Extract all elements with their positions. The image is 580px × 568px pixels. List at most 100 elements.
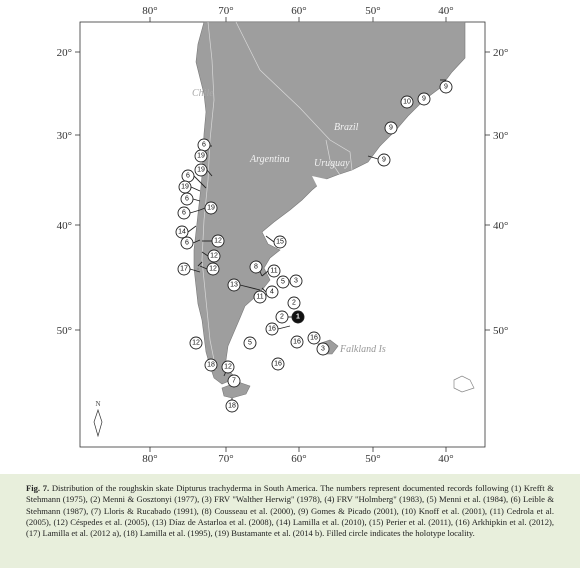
lon-label-80-bottom: 80° — [142, 453, 157, 465]
svg-text:2: 2 — [292, 300, 296, 307]
svg-text:4: 4 — [270, 289, 274, 296]
svg-text:2: 2 — [280, 314, 284, 321]
svg-text:12: 12 — [210, 253, 218, 260]
record-marker: 19 — [178, 180, 201, 194]
lat-label-50-right: 50° — [493, 325, 508, 337]
record-marker: 18 — [204, 358, 218, 372]
lon-label-80-top: 80° — [142, 5, 157, 17]
record-marker: 6 — [181, 169, 207, 189]
record-marker: 12 — [189, 336, 203, 350]
caption-figure-label: Fig. 7. — [26, 483, 50, 493]
svg-text:10: 10 — [403, 99, 411, 106]
record-marker: 6 — [177, 206, 201, 220]
record-marker: 2 — [287, 296, 301, 310]
north-arrow: N — [93, 400, 103, 438]
svg-text:6: 6 — [186, 173, 190, 180]
svg-text:14: 14 — [178, 229, 186, 236]
record-marker: 6 — [180, 192, 201, 206]
lat-label-30-left: 30° — [57, 130, 72, 142]
svg-text:16: 16 — [268, 326, 276, 333]
svg-text:5: 5 — [281, 279, 285, 286]
record-marker: 11 — [261, 264, 281, 278]
label-brazil: Brazil — [334, 122, 359, 133]
lat-label-40-right: 40° — [493, 220, 508, 232]
svg-text:12: 12 — [192, 340, 200, 347]
svg-text:5: 5 — [248, 340, 252, 347]
lon-label-70-bottom: 70° — [218, 453, 233, 465]
record-marker: 16 — [265, 322, 291, 336]
record-marker: 19 — [194, 163, 213, 177]
record-marker: 6 — [180, 236, 201, 250]
record-marker: 19 — [199, 201, 218, 215]
record-marker: 15 — [265, 235, 287, 249]
record-marker — [197, 261, 203, 270]
label-argentina: Argentina — [249, 154, 290, 165]
lon-label-50-top: 50° — [365, 5, 380, 17]
record-marker: 16 — [271, 357, 285, 371]
record-marker: 7 — [227, 374, 241, 388]
svg-text:6: 6 — [185, 240, 189, 247]
svg-text:6: 6 — [202, 142, 206, 149]
svg-text:16: 16 — [274, 361, 282, 368]
record-marker: 2 — [275, 310, 292, 324]
svg-text:6: 6 — [182, 210, 186, 217]
figure-caption: Fig. 7. Distribution of the roughskin sk… — [0, 474, 580, 568]
lat-label-20-left: 20° — [57, 47, 72, 59]
record-marker: 12 — [201, 249, 221, 263]
lon-label-60-top: 60° — [291, 5, 306, 17]
record-marker: 3 — [316, 342, 330, 356]
coastline-fragment — [453, 375, 475, 393]
record-marker: 9 — [367, 153, 391, 167]
record-markers: 6 19 19 6 19 6 19 6 14 6 12 12 12 17 8 1… — [175, 79, 453, 413]
svg-text:18: 18 — [207, 362, 215, 369]
record-marker: 18 — [225, 398, 239, 413]
svg-text:8: 8 — [254, 264, 258, 271]
svg-text:9: 9 — [389, 125, 393, 132]
record-marker: 16 — [307, 331, 321, 345]
record-marker: 3 — [289, 274, 303, 288]
svg-text:13: 13 — [230, 282, 238, 289]
record-marker: 14 — [175, 225, 197, 239]
svg-text:18: 18 — [228, 403, 236, 410]
lat-label-30-right: 30° — [493, 130, 508, 142]
lat-label-40-left: 40° — [57, 220, 72, 232]
lat-label-20-right: 20° — [493, 47, 508, 59]
record-marker: 8 — [249, 260, 263, 277]
record-marker: 4 — [261, 285, 279, 299]
label-chile: Chile — [192, 88, 214, 99]
holotype-marker: 1 — [291, 310, 305, 324]
lat-label-50-left: 50° — [57, 325, 72, 337]
record-marker: 12 — [202, 234, 225, 248]
label-uruguay: Uruguay — [314, 158, 350, 169]
lon-label-70-top: 70° — [218, 5, 233, 17]
svg-text:N: N — [95, 400, 100, 408]
record-marker: 12 — [221, 360, 235, 377]
record-marker: 9 — [417, 92, 431, 106]
record-marker: 5 — [276, 275, 290, 289]
svg-text:11: 11 — [270, 268, 277, 275]
svg-text:17: 17 — [180, 266, 188, 273]
svg-text:9: 9 — [444, 84, 448, 91]
record-marker: 9 — [439, 79, 453, 94]
record-marker: 19 — [194, 149, 208, 163]
svg-text:19: 19 — [197, 167, 205, 174]
svg-text:19: 19 — [197, 153, 205, 160]
record-marker: 13 — [227, 278, 261, 292]
frame-ticks — [75, 17, 490, 452]
svg-text:3: 3 — [321, 346, 325, 353]
svg-text:11: 11 — [256, 294, 263, 301]
svg-text:12: 12 — [224, 364, 232, 371]
record-marker: 12 — [199, 262, 220, 276]
country-borders — [201, 21, 353, 371]
svg-text:16: 16 — [293, 339, 301, 346]
record-marker: 5 — [243, 336, 257, 350]
svg-text:19: 19 — [181, 184, 189, 191]
record-marker: 9 — [384, 121, 398, 135]
record-marker: 11 — [253, 290, 267, 304]
svg-text:6: 6 — [185, 196, 189, 203]
record-marker: 16 — [290, 335, 304, 349]
svg-text:12: 12 — [214, 238, 222, 245]
distribution-map: 80° 70° 60° 50° 40° 80° 70° 60° 50° 40° … — [57, 5, 509, 465]
record-marker: 10 — [400, 95, 414, 109]
lon-label-40-top: 40° — [438, 5, 453, 17]
